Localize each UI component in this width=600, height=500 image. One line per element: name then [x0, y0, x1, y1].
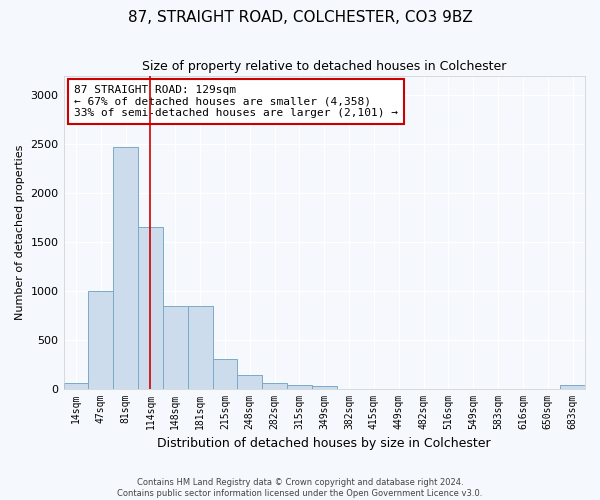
- Bar: [188, 306, 212, 388]
- Text: Contains HM Land Registry data © Crown copyright and database right 2024.
Contai: Contains HM Land Registry data © Crown c…: [118, 478, 482, 498]
- Title: Size of property relative to detached houses in Colchester: Size of property relative to detached ho…: [142, 60, 506, 73]
- Bar: [138, 227, 163, 388]
- Bar: [163, 306, 188, 388]
- Bar: [287, 384, 312, 388]
- Y-axis label: Number of detached properties: Number of detached properties: [15, 144, 25, 320]
- X-axis label: Distribution of detached houses by size in Colchester: Distribution of detached houses by size …: [157, 437, 491, 450]
- Bar: [88, 290, 113, 388]
- Bar: [262, 382, 287, 388]
- Bar: [64, 382, 88, 388]
- Text: 87, STRAIGHT ROAD, COLCHESTER, CO3 9BZ: 87, STRAIGHT ROAD, COLCHESTER, CO3 9BZ: [128, 10, 472, 25]
- Bar: [312, 386, 337, 388]
- Bar: [238, 375, 262, 388]
- Bar: [113, 147, 138, 388]
- Bar: [560, 384, 585, 388]
- Text: 87 STRAIGHT ROAD: 129sqm
← 67% of detached houses are smaller (4,358)
33% of sem: 87 STRAIGHT ROAD: 129sqm ← 67% of detach…: [74, 85, 398, 118]
- Bar: [212, 359, 238, 388]
